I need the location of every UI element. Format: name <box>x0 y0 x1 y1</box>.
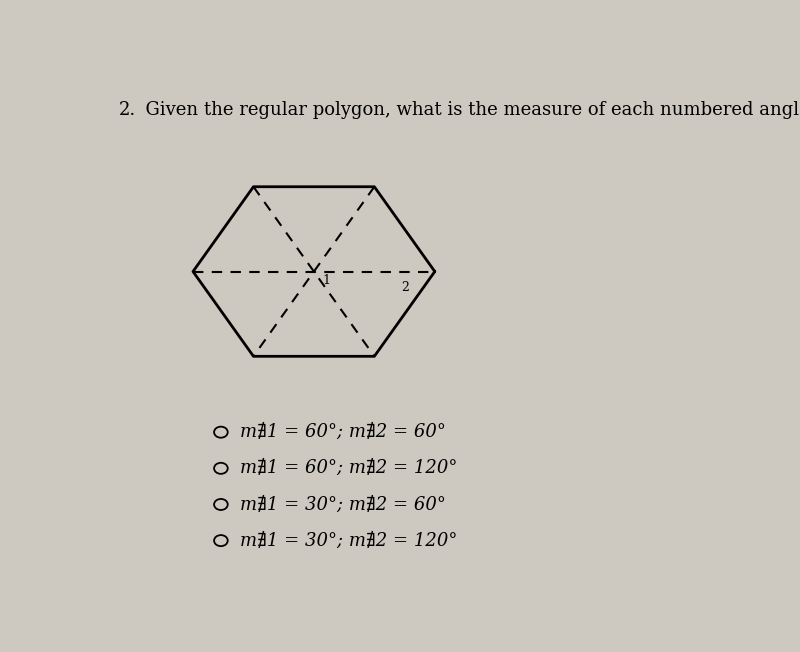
Text: Given the regular polygon, what is the measure of each numbered angle?: Given the regular polygon, what is the m… <box>134 101 800 119</box>
Text: 2: 2 <box>401 280 409 293</box>
Text: 2.: 2. <box>118 101 136 119</box>
Text: m∄1 = 30°; m∄2 = 120°: m∄1 = 30°; m∄2 = 120° <box>239 531 457 550</box>
Text: m∄1 = 60°; m∄2 = 60°: m∄1 = 60°; m∄2 = 60° <box>239 423 446 441</box>
Text: 1: 1 <box>322 274 330 287</box>
Text: m∄1 = 60°; m∄2 = 120°: m∄1 = 60°; m∄2 = 120° <box>239 459 457 477</box>
Text: m∄1 = 30°; m∄2 = 60°: m∄1 = 30°; m∄2 = 60° <box>239 496 446 514</box>
